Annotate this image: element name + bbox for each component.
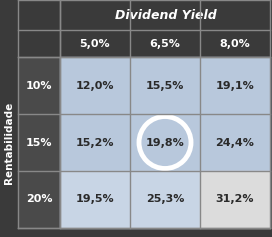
- Bar: [18, 0, 60, 30]
- Text: 8,0%: 8,0%: [220, 38, 250, 49]
- Bar: [0, 0, 18, 237]
- Text: 20%: 20%: [26, 195, 52, 205]
- Bar: [60, 171, 130, 228]
- Bar: [130, 57, 200, 114]
- Text: 15%: 15%: [26, 137, 52, 147]
- Bar: [18, 114, 60, 171]
- Text: Rentabilidade: Rentabilidade: [4, 101, 14, 184]
- Text: 5,0%: 5,0%: [80, 38, 110, 49]
- Text: 19,1%: 19,1%: [216, 81, 254, 91]
- Text: 31,2%: 31,2%: [216, 195, 254, 205]
- Bar: [18, 30, 60, 57]
- Bar: [200, 171, 270, 228]
- Bar: [18, 57, 60, 114]
- Bar: [60, 0, 272, 30]
- Bar: [18, 171, 60, 228]
- Bar: [60, 57, 130, 114]
- Text: 19,8%: 19,8%: [146, 137, 184, 147]
- Text: 15,2%: 15,2%: [76, 137, 114, 147]
- Text: 6,5%: 6,5%: [150, 38, 180, 49]
- Bar: [130, 171, 200, 228]
- Bar: [60, 30, 272, 57]
- Bar: [200, 57, 270, 114]
- Text: 25,3%: 25,3%: [146, 195, 184, 205]
- Text: 19,5%: 19,5%: [76, 195, 114, 205]
- Text: 12,0%: 12,0%: [76, 81, 114, 91]
- Text: 15,5%: 15,5%: [146, 81, 184, 91]
- Bar: [60, 114, 130, 171]
- Bar: [130, 114, 200, 171]
- Text: Dividend Yield: Dividend Yield: [115, 9, 217, 22]
- Text: 24,4%: 24,4%: [216, 137, 254, 147]
- Bar: [200, 114, 270, 171]
- Text: 10%: 10%: [26, 81, 52, 91]
